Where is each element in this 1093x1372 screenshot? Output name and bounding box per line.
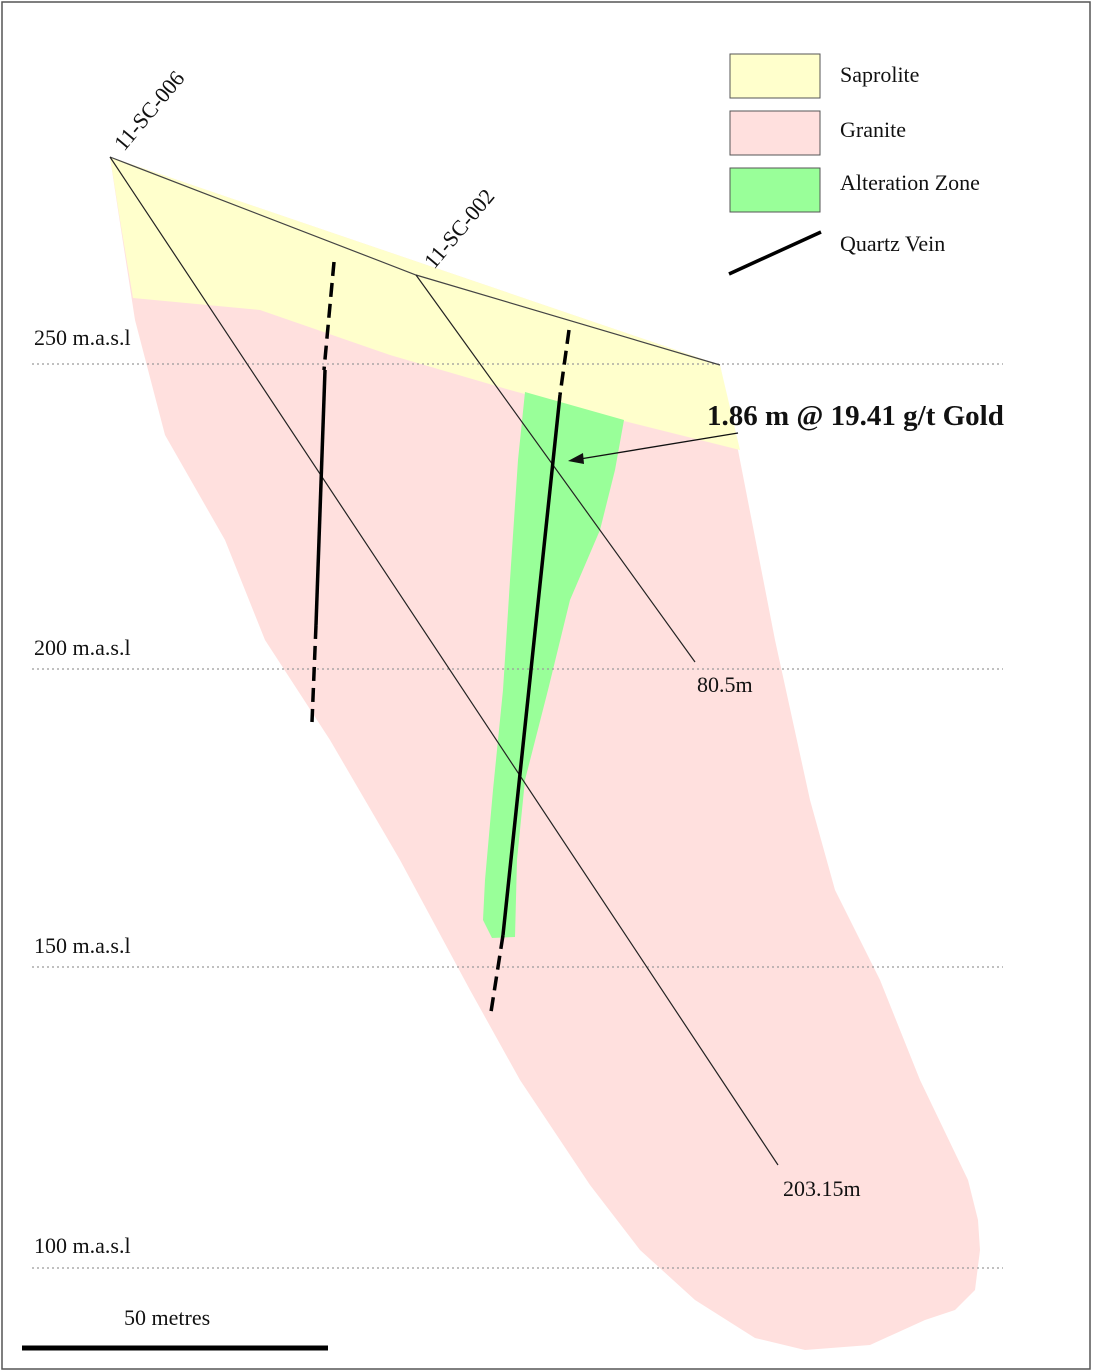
legend-label-granite: Granite: [840, 117, 906, 142]
scale-bar-label: 50 metres: [124, 1305, 210, 1330]
legend-swatch-granite: [729, 110, 821, 156]
legend-swatch-quartz-vein: [728, 230, 822, 276]
quartz-vein-left-mid: [314, 369, 327, 626]
granite-body: [110, 157, 980, 1350]
legend-label-alteration: Alteration Zone: [840, 170, 980, 195]
elevation-lines: [32, 363, 1003, 1269]
quartz-vein-right-mid: [501, 394, 562, 936]
drillhole-label-002: 11-SC-002: [419, 184, 500, 273]
intercept-callout: 1.86 m @ 19.41 g/t Gold: [707, 400, 1004, 432]
elevation-label-200: 200 m.a.s.l: [34, 635, 131, 660]
quartz-vein-left-upper: [322, 261, 336, 371]
drillhole-label-006: 11-SC-006: [109, 66, 190, 155]
legend: Saprolite Granite Alteration Zone Quartz…: [728, 53, 980, 276]
elevation-label-150: 150 m.a.s.l: [34, 933, 131, 958]
intercept-arrowhead: [568, 453, 584, 464]
legend-swatch-alteration: [729, 167, 821, 213]
quartz-vein-right-lower: [489, 934, 505, 1013]
legend-label-saprolite: Saprolite: [840, 62, 919, 87]
intercept-arrow-line: [579, 432, 739, 460]
quartz-veins: [310, 261, 571, 1013]
legend-swatch-saprolite: [729, 53, 821, 99]
drillhole-trace-002: [415, 274, 696, 663]
saprolite-layer: [110, 157, 740, 450]
drillhole-trace-006: [109, 156, 779, 1166]
elevation-label-250: 250 m.a.s.l: [34, 325, 131, 350]
elevation-label-100: 100 m.a.s.l: [34, 1233, 131, 1258]
drillhole-depth-006: 203.15m: [783, 1176, 861, 1201]
legend-label-quartz-vein: Quartz Vein: [840, 231, 945, 256]
quartz-vein-left-lower: [310, 624, 318, 723]
quartz-vein-right-upper: [558, 329, 571, 396]
drillhole-depth-002: 80.5m: [697, 672, 753, 697]
